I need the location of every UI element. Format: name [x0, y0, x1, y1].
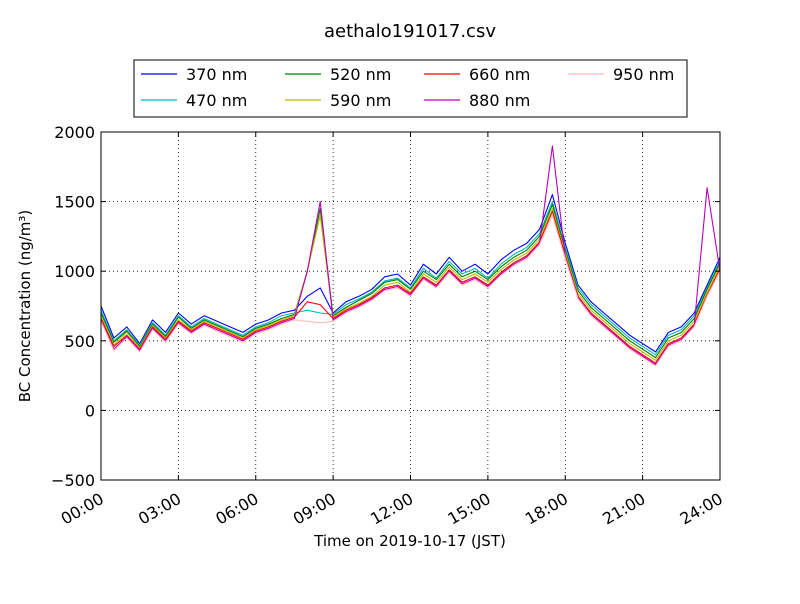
series-layer	[100, 145, 721, 367]
legend: 370 nm 470 nm 520 nm 590 nm 660 nm 880 nm 950 …	[133, 59, 688, 118]
y-axis-label: BC Concentration (ng/m³)	[16, 210, 34, 403]
y-tick-label: 1500	[54, 193, 95, 212]
legend-label: 880 nm	[469, 91, 530, 110]
y-tick-label: 500	[64, 332, 95, 351]
legend-label: 660 nm	[469, 65, 530, 84]
chart-title: aethalo191017.csv	[324, 21, 496, 42]
legend-label: 590 nm	[330, 91, 391, 110]
legend-label: 950 nm	[613, 65, 674, 84]
y-tick-label: 1000	[54, 262, 95, 281]
x-axis-label: Time on 2019-10-17 (JST)	[313, 532, 506, 550]
series-line	[100, 208, 721, 361]
y-tick-label: 2000	[54, 123, 95, 142]
series-line	[100, 210, 721, 364]
legend-box	[133, 59, 688, 118]
series-line	[100, 214, 721, 367]
legend-label: 520 nm	[330, 65, 391, 84]
y-tick-label: −500	[51, 471, 95, 490]
series-line	[100, 203, 721, 359]
legend-label: 370 nm	[186, 65, 247, 84]
series-line	[100, 194, 721, 353]
series-line	[100, 145, 721, 366]
series-line	[100, 201, 721, 356]
legend-label: 470 nm	[186, 91, 247, 110]
y-tick-label: 0	[85, 401, 95, 420]
